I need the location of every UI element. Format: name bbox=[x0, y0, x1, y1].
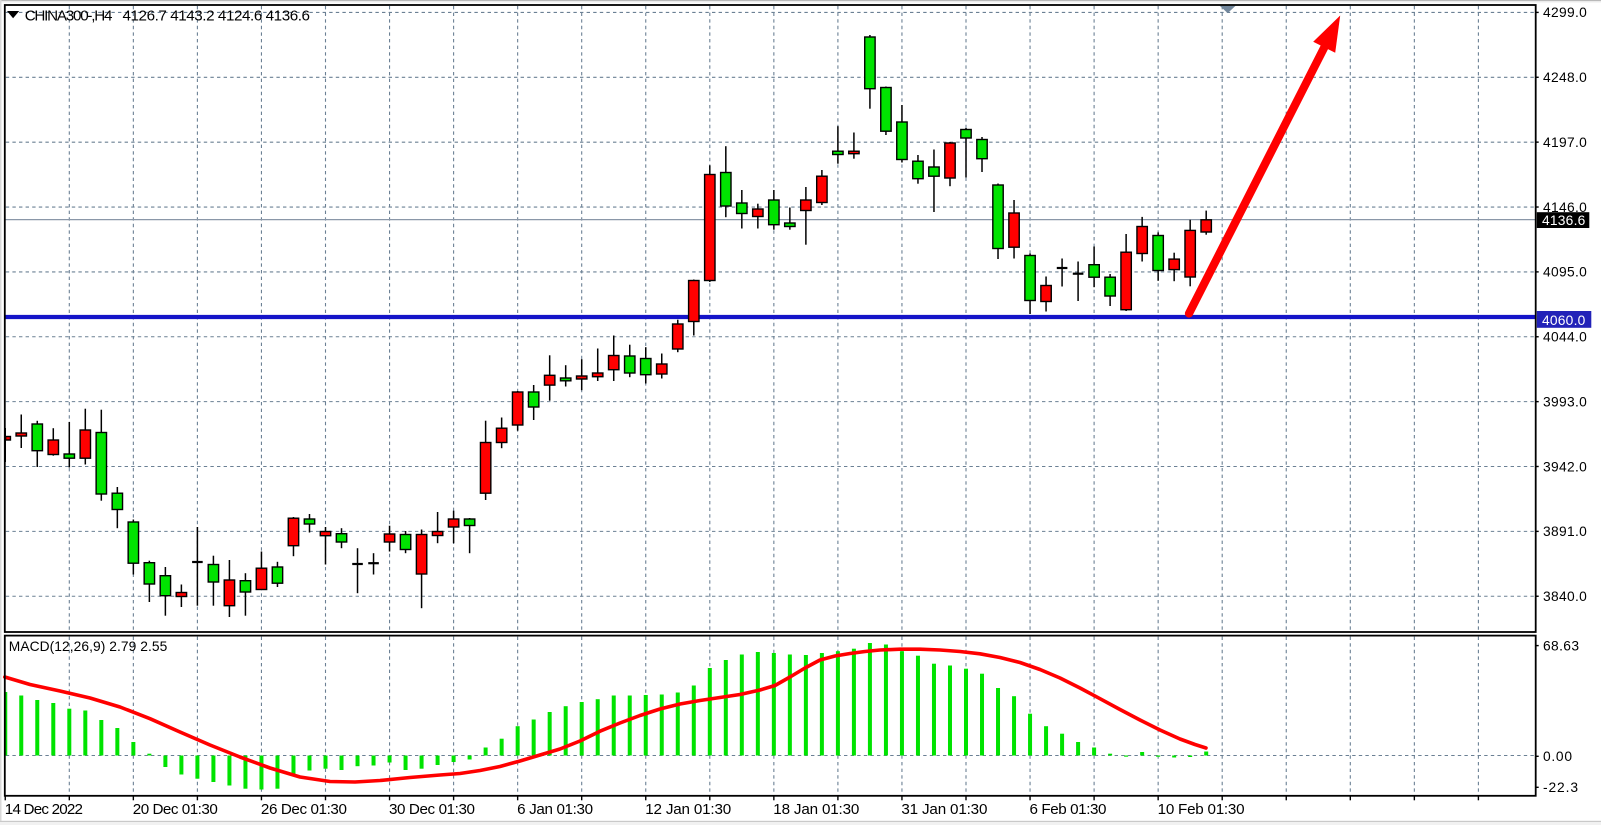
svg-text:0.00: 0.00 bbox=[1543, 749, 1572, 764]
svg-text:4095.0: 4095.0 bbox=[1543, 265, 1587, 280]
svg-text:4248.0: 4248.0 bbox=[1543, 70, 1587, 85]
svg-text:18 Jan 01:30: 18 Jan 01:30 bbox=[773, 801, 859, 818]
svg-text:3891.0: 3891.0 bbox=[1543, 524, 1587, 539]
svg-text:26 Dec 01:30: 26 Dec 01:30 bbox=[261, 801, 347, 818]
svg-text:31 Jan 01:30: 31 Jan 01:30 bbox=[901, 801, 987, 818]
svg-text:4136.6: 4136.6 bbox=[1542, 213, 1586, 228]
svg-text:6 Jan 01:30: 6 Jan 01:30 bbox=[517, 801, 593, 818]
svg-text:20 Dec 01:30: 20 Dec 01:30 bbox=[133, 801, 218, 818]
svg-text:4299.0: 4299.0 bbox=[1543, 5, 1587, 20]
svg-text:14 Dec 2022: 14 Dec 2022 bbox=[5, 801, 83, 818]
svg-text:3993.0: 3993.0 bbox=[1543, 394, 1587, 409]
svg-text:6 Feb 01:30: 6 Feb 01:30 bbox=[1030, 801, 1107, 818]
svg-text:12 Jan 01:30: 12 Jan 01:30 bbox=[645, 801, 731, 818]
svg-text:MACD(12,26,9) 2.79 2.55: MACD(12,26,9) 2.79 2.55 bbox=[9, 639, 168, 654]
svg-text:10 Feb 01:30: 10 Feb 01:30 bbox=[1158, 801, 1245, 818]
svg-text:3840.0: 3840.0 bbox=[1543, 589, 1587, 604]
svg-text:4044.0: 4044.0 bbox=[1543, 330, 1587, 345]
svg-text:30 Dec 01:30: 30 Dec 01:30 bbox=[389, 801, 475, 818]
svg-text:4060.0: 4060.0 bbox=[1542, 313, 1586, 328]
svg-text:3942.0: 3942.0 bbox=[1543, 459, 1587, 474]
svg-text:4126.7 4143.2 4124.6 4136.6: 4126.7 4143.2 4124.6 4136.6 bbox=[123, 8, 311, 25]
svg-text:CHINA300-,H4: CHINA300-,H4 bbox=[25, 8, 113, 25]
svg-text:4197.0: 4197.0 bbox=[1543, 135, 1587, 150]
svg-text:-22.3: -22.3 bbox=[1543, 780, 1578, 795]
svg-text:4146.0: 4146.0 bbox=[1543, 200, 1587, 215]
svg-text:68.63: 68.63 bbox=[1543, 638, 1579, 653]
